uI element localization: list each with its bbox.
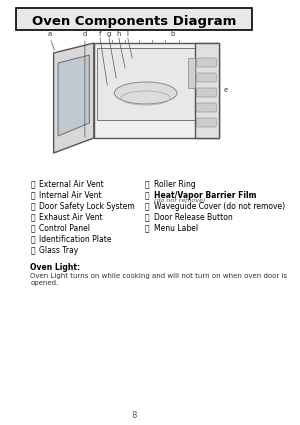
Text: Oven Components Diagram: Oven Components Diagram (32, 14, 236, 28)
Text: Control Panel: Control Panel (39, 224, 90, 233)
FancyBboxPatch shape (195, 43, 219, 138)
FancyBboxPatch shape (196, 103, 216, 112)
Text: a: a (48, 31, 52, 37)
FancyBboxPatch shape (16, 8, 252, 30)
FancyBboxPatch shape (196, 73, 216, 82)
Text: f: f (99, 31, 101, 37)
Text: ⓔ: ⓔ (30, 224, 35, 233)
Text: ⓗ: ⓗ (145, 180, 149, 189)
Text: Identification Plate: Identification Plate (39, 235, 112, 244)
Text: Oven Light turns on while cooking and will not turn on when oven door is opened.: Oven Light turns on while cooking and wi… (30, 273, 287, 286)
Text: Door Safety Lock System: Door Safety Lock System (39, 202, 135, 211)
Text: Roller Ring: Roller Ring (154, 180, 195, 189)
Text: ⓚ: ⓚ (145, 213, 149, 222)
Text: 8: 8 (131, 411, 137, 419)
Text: ⓛ: ⓛ (145, 224, 149, 233)
Text: ⓐ: ⓐ (30, 180, 35, 189)
Text: ⓖ: ⓖ (30, 246, 35, 255)
FancyBboxPatch shape (196, 88, 216, 97)
Text: Oven Light:: Oven Light: (30, 263, 80, 272)
Text: ⓓ: ⓓ (30, 213, 35, 222)
Text: Internal Air Vent: Internal Air Vent (39, 191, 102, 200)
Text: g: g (107, 31, 111, 37)
Text: Heat/Vapor Barrier Film: Heat/Vapor Barrier Film (154, 191, 256, 200)
Text: ⓒ: ⓒ (30, 202, 35, 211)
Text: ⓑ: ⓑ (30, 191, 35, 200)
FancyBboxPatch shape (97, 48, 195, 120)
Polygon shape (54, 43, 94, 153)
Text: ⓕ: ⓕ (30, 235, 35, 244)
Text: ⓙ: ⓙ (145, 202, 149, 211)
Text: e: e (224, 87, 228, 93)
Text: b: b (170, 31, 175, 37)
Text: ⓘ: ⓘ (145, 191, 149, 200)
Ellipse shape (114, 82, 177, 104)
Text: h: h (117, 31, 121, 37)
Text: Menu Label: Menu Label (154, 224, 198, 233)
Text: (do not remove): (do not remove) (154, 198, 205, 203)
Text: Exhaust Air Vent: Exhaust Air Vent (39, 213, 103, 222)
FancyBboxPatch shape (188, 58, 195, 88)
FancyBboxPatch shape (196, 118, 216, 127)
Text: Waveguide Cover (do not remove): Waveguide Cover (do not remove) (154, 202, 285, 211)
Text: Glass Tray: Glass Tray (39, 246, 79, 255)
Text: Door Release Button: Door Release Button (154, 213, 232, 222)
FancyBboxPatch shape (94, 43, 219, 138)
Text: d: d (83, 31, 87, 37)
Polygon shape (58, 55, 89, 136)
FancyBboxPatch shape (196, 58, 216, 67)
Text: i: i (127, 31, 129, 37)
Text: External Air Vent: External Air Vent (39, 180, 104, 189)
